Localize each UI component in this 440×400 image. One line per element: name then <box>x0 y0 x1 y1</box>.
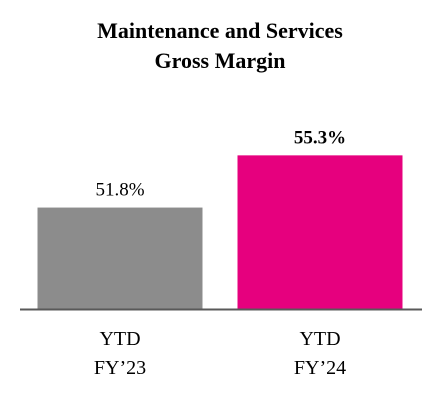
category-label-2-line-1: YTD <box>299 328 340 350</box>
category-label-1-line-2: FY’23 <box>94 357 146 379</box>
bars-group <box>37 155 403 309</box>
value-labels-group: 51.8% 55.3% <box>95 127 346 200</box>
bar-2 <box>237 155 403 309</box>
category-label-2-line-2: FY’24 <box>294 357 346 379</box>
category-labels-group: YTD FY’23 YTD FY’24 <box>94 328 346 379</box>
bar-1 <box>37 207 203 309</box>
category-label-1-line-1: YTD <box>99 328 140 350</box>
value-label-2: 55.3% <box>294 127 346 148</box>
value-label-1: 51.8% <box>95 180 144 201</box>
chart-title-line-1: Maintenance and Services <box>97 18 343 43</box>
chart-title-line-2: Gross Margin <box>154 48 286 73</box>
